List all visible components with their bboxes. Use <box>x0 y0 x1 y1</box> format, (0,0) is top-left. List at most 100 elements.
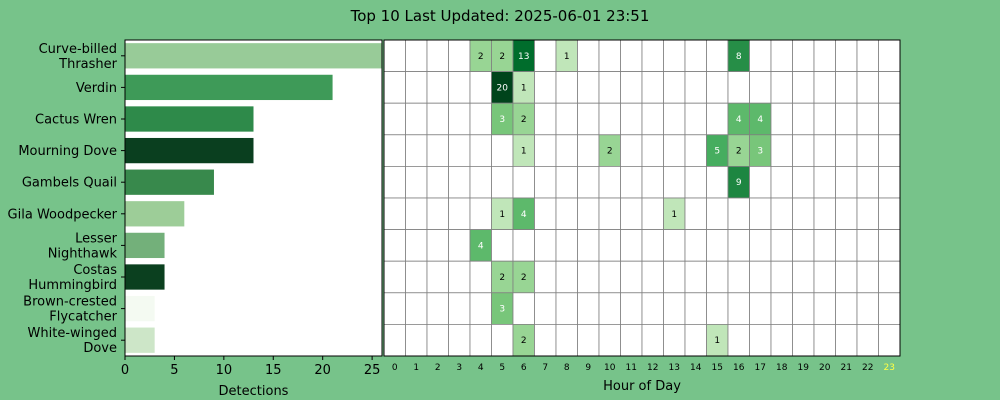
heatmap-cell <box>383 39 406 73</box>
heatmap-cell-label: 1 <box>521 147 527 157</box>
heatmap-cell-label: 13 <box>518 52 529 62</box>
heatmap-cell <box>469 323 492 357</box>
heatmap-cell <box>405 292 428 325</box>
heatmap-cell <box>727 292 750 325</box>
heatmap-cell <box>835 292 858 325</box>
heatmap-cell <box>878 102 901 136</box>
heatmap-cell <box>684 165 707 199</box>
heatmap-cell <box>770 260 793 294</box>
heatmap-cell <box>684 323 707 357</box>
hour-tick-label-5: 5 <box>499 363 505 373</box>
hour-tick-label-14: 14 <box>690 363 702 373</box>
heatmap-cell <box>555 102 578 136</box>
hour-tick-label-16: 16 <box>733 363 745 373</box>
heatmap-cell <box>383 102 406 136</box>
heatmap-cell-label: 5 <box>714 147 720 157</box>
heatmap-cell <box>856 134 879 167</box>
heatmap-cell <box>577 71 600 104</box>
heatmap-cell <box>856 165 879 199</box>
heatmap-cell <box>856 323 879 357</box>
heatmap-cell <box>598 229 621 262</box>
heatmap-cell-label: 4 <box>736 115 742 125</box>
hour-tick-label-23: 23 <box>884 363 895 373</box>
heatmap-cell <box>405 71 428 104</box>
heatmap-cell <box>813 292 836 325</box>
heatmap-cell <box>856 197 879 231</box>
heatmap-cell <box>426 323 449 357</box>
heatmap-cell <box>620 102 643 136</box>
heatmap-cell <box>641 39 664 73</box>
heatmap-cell-label: 2 <box>499 52 505 62</box>
x-tick-label-0: 0 <box>121 363 129 378</box>
heatmap-cell <box>706 165 729 199</box>
heatmap-cell <box>792 102 815 136</box>
heatmap-cell <box>641 102 664 136</box>
heatmap-cell <box>469 165 492 199</box>
heatmap-cell <box>426 197 449 231</box>
heatmap-cell <box>620 71 643 104</box>
heatmap-cell <box>641 229 664 262</box>
heatmap-cell <box>749 197 772 231</box>
heatmap-cell <box>598 323 621 357</box>
heatmap-cell <box>555 197 578 231</box>
heatmap-cell <box>469 71 492 104</box>
heatmap-cell <box>469 292 492 325</box>
heatmap-cell <box>469 197 492 231</box>
heatmap-cell <box>749 71 772 104</box>
heatmap-cell <box>792 260 815 294</box>
heatmap-cell <box>813 323 836 357</box>
heatmap-cell <box>684 39 707 73</box>
heatmap-cell-label: 4 <box>521 210 527 220</box>
heatmap-cell <box>620 229 643 262</box>
heatmap-cell <box>555 134 578 167</box>
heatmap-cell <box>641 260 664 294</box>
heatmap-cell <box>512 292 535 325</box>
heatmap-cell <box>856 229 879 262</box>
heatmap-cell <box>426 134 449 167</box>
heatmap-cell <box>706 197 729 231</box>
heatmap-cell <box>770 229 793 262</box>
heatmap-cell <box>878 197 901 231</box>
heatmap-cell <box>706 292 729 325</box>
heatmap-cell <box>641 134 664 167</box>
heatmap-cell <box>878 71 901 104</box>
heatmap-cell <box>813 39 836 73</box>
heatmap-cell <box>491 229 514 262</box>
heatmap-cell <box>706 102 729 136</box>
heatmap-cell <box>663 102 686 136</box>
hour-tick-label-0: 0 <box>392 363 398 373</box>
heatmap-frame <box>383 39 901 357</box>
heatmap-cell <box>684 292 707 325</box>
bar-9 <box>125 327 155 353</box>
heatmap-cell <box>555 323 578 357</box>
heatmap-cell <box>383 292 406 325</box>
heatmap-cell <box>534 165 557 199</box>
heatmap-cell <box>491 165 514 199</box>
heatmap-cell <box>727 229 750 262</box>
heatmap-cell <box>426 229 449 262</box>
heatmap-cell <box>878 323 901 357</box>
heatmap-cell <box>534 323 557 357</box>
heatmap-cell <box>598 292 621 325</box>
heatmap-cell <box>727 260 750 294</box>
heatmap-cell <box>577 323 600 357</box>
chart-title: Top 10 Last Updated: 2025-06-01 23:51 <box>350 7 650 25</box>
heatmap-cell <box>598 165 621 199</box>
heatmap-cell <box>426 71 449 104</box>
heatmap-cell <box>448 71 471 104</box>
heatmap-cell <box>856 39 879 73</box>
bar-0 <box>125 43 382 69</box>
heatmap-cell <box>426 102 449 136</box>
hour-tick-label-3: 3 <box>456 363 462 373</box>
heatmap-cell <box>512 165 535 199</box>
heatmap-cell <box>706 229 729 262</box>
heatmap-cell <box>684 260 707 294</box>
category-label-3: Mourning Dove <box>18 144 117 159</box>
heatmap-cell <box>534 71 557 104</box>
heatmap-cell <box>641 165 664 199</box>
heatmap-cell <box>663 165 686 199</box>
bar-plot-frame <box>124 39 383 357</box>
heatmap-cell <box>577 39 600 73</box>
heatmap-cell <box>792 71 815 104</box>
heatmap-cell <box>405 260 428 294</box>
